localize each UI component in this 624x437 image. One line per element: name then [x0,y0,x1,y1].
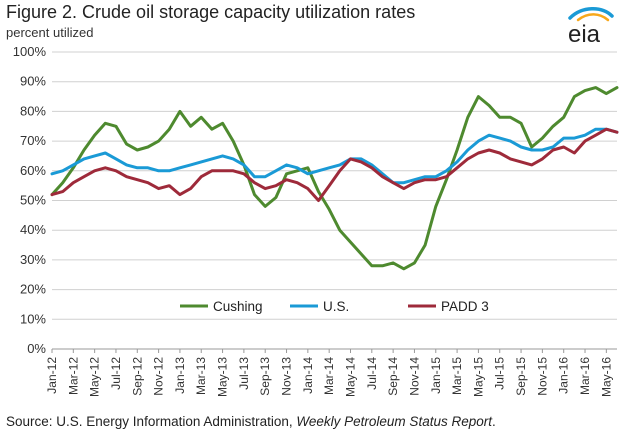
x-tick-label: Nov-13 [280,357,294,396]
x-tick-label: May-13 [216,357,230,397]
series-line-1 [50,86,619,271]
x-tick-label: Sep-13 [258,357,272,396]
source-note: Source: U.S. Energy Information Administ… [6,414,496,429]
series-line-2 [50,127,619,185]
x-tick-label: May-15 [471,357,485,397]
x-tick-label: May-12 [88,357,102,397]
y-tick-label: 80% [20,103,46,118]
x-tick-label: Jan-14 [301,357,315,394]
x-tick-label: Jan-13 [173,357,187,394]
y-tick-label: 90% [20,74,46,89]
legend-label-2: U.S. [323,299,349,314]
x-tick-label: Mar-13 [194,357,208,395]
y-tick-label: 40% [20,222,46,237]
y-tick-label: 100% [13,44,47,59]
legend-label-1: Cushing [213,299,263,314]
x-tick-label: Jul-14 [365,357,379,390]
chart-subtitle: percent utilized [6,25,94,40]
x-tick-label: Nov-14 [407,357,421,396]
x-tick-label: Mar-14 [322,357,336,395]
x-tick-label: Sep-14 [386,357,400,396]
x-tick-label: Jul-15 [493,357,507,390]
y-tick-label: 30% [20,252,46,267]
chart-title: Figure 2. Crude oil storage capacity uti… [6,2,416,22]
source-prefix: Source: U.S. Energy Information Administ… [6,414,297,429]
x-tick-label: Jan-15 [429,357,443,394]
x-tick-label: Nov-12 [152,357,166,396]
eia-logo-icon: eia [568,7,614,46]
source-suffix: . [491,414,496,429]
legend-label-3: PADD 3 [441,299,489,314]
x-tick-label: Jul-13 [237,357,251,390]
x-tick-label: May-16 [599,357,613,397]
y-tick-label: 70% [20,133,46,148]
x-tick-label: Jul-12 [109,357,123,390]
x-tick-label: Jan-16 [557,357,571,394]
y-tick-label: 0% [27,341,46,356]
x-tick-label: Sep-12 [130,357,144,396]
x-tick-label: Jan-12 [45,357,59,394]
y-tick-label: 10% [20,311,46,326]
source-publication: Weekly Petroleum Status Report [296,414,492,429]
logo-text: eia [568,21,601,46]
y-tick-label: 60% [20,163,46,178]
x-tick-label: Nov-15 [535,357,549,396]
y-tick-label: 20% [20,282,46,297]
series-line-3 [50,127,619,202]
x-tick-label: May-14 [343,357,357,397]
x-tick-label: Mar-16 [578,357,592,395]
y-tick-label: 50% [20,193,46,208]
x-tick-label: Sep-15 [514,357,528,396]
line-chart: 0% 10% 20% 30% 40% 50% 60% 70% 80% 90% 100% Jan-12 M… [13,44,619,397]
x-tick-label: Mar-15 [450,357,464,395]
x-tick-label: Mar-12 [66,357,80,395]
